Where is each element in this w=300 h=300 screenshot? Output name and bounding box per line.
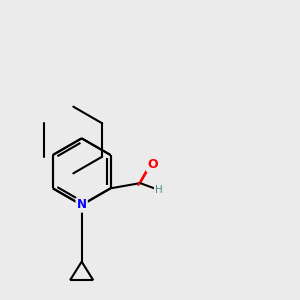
- Text: N: N: [77, 199, 87, 212]
- Text: H: H: [155, 185, 163, 195]
- Text: O: O: [147, 158, 158, 171]
